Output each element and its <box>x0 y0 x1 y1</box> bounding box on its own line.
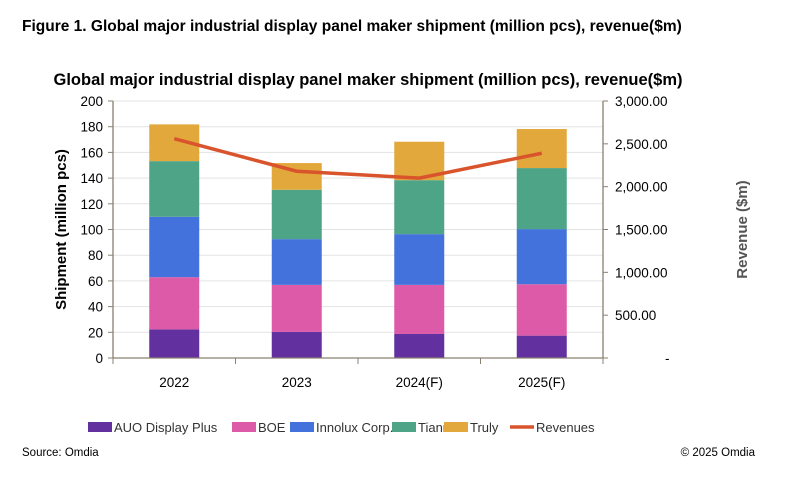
y-axis-label: Shipment (million pcs) <box>53 149 70 310</box>
legend-swatch-innolux-corp <box>290 422 314 432</box>
bar-boe <box>394 284 445 334</box>
bar-innolux-corp <box>394 234 445 285</box>
y2-axis-label: Revenue ($m) <box>734 180 751 278</box>
y-tick-label: 20 <box>88 325 103 340</box>
y-tick-label: 120 <box>80 197 103 212</box>
revenue-line <box>173 137 543 180</box>
bar-tianma <box>394 180 445 235</box>
source-note: Source: Omdia <box>22 447 99 459</box>
x-tick-label: 2023 <box>282 375 312 390</box>
y2-tick-label: 3,000.00 <box>615 94 668 109</box>
y-tick-label: 100 <box>80 223 103 238</box>
bar-innolux-corp <box>516 229 567 285</box>
bar-tianma <box>516 168 567 230</box>
x-tick-label: 2024(F) <box>396 375 443 390</box>
legend-swatch-boe <box>232 422 256 432</box>
y2-tick-label: - <box>665 351 670 366</box>
chart-title: Global major industrial display panel ma… <box>54 71 683 89</box>
bar-auo-display-plus <box>271 331 322 358</box>
legend-swatch-tianma <box>392 422 416 432</box>
legend-label-revenues: Revenues <box>536 420 595 435</box>
y2-tick-label: 1,500.00 <box>615 223 668 238</box>
bar-boe <box>516 284 567 336</box>
y2-tick-label: 2,500.00 <box>615 137 668 152</box>
x-tick-label: 2025(F) <box>518 375 565 390</box>
legend-label-truly: Truly <box>470 420 499 435</box>
bar-auo-display-plus <box>394 333 445 358</box>
x-tick-label: 2022 <box>159 375 189 390</box>
y-tick-label: 0 <box>95 351 103 366</box>
y2-tick-label: 2,000.00 <box>615 180 668 195</box>
y-tick-label: 200 <box>80 94 103 109</box>
legend-label-innolux-corp: Innolux Corp. <box>316 420 393 435</box>
bar-tianma <box>149 161 200 217</box>
bar-auo-display-plus <box>516 335 567 358</box>
y2-tick-label: 1,000.00 <box>615 265 668 280</box>
figure-title: Figure 1. Global major industrial displa… <box>22 18 682 35</box>
bar-tianma <box>271 189 322 240</box>
y-tick-label: 40 <box>88 300 103 315</box>
y-tick-label: 140 <box>80 171 103 186</box>
bar-innolux-corp <box>271 239 322 285</box>
y-tick-label: 80 <box>88 248 103 263</box>
y-tick-label: 180 <box>80 120 103 135</box>
bar-auo-display-plus <box>149 329 200 358</box>
bar-boe <box>149 277 200 330</box>
legend-swatch-truly <box>444 422 468 432</box>
legend-label-boe: BOE <box>258 420 286 435</box>
y-tick-label: 60 <box>88 274 103 289</box>
bar-truly <box>516 129 567 169</box>
bar-boe <box>271 284 322 332</box>
bar-innolux-corp <box>149 216 200 278</box>
legend-swatch-auo-display-plus <box>88 422 112 432</box>
y2-tick-label: 500.00 <box>615 308 656 323</box>
copyright-note: © 2025 Omdia <box>680 447 755 459</box>
y-tick-label: 160 <box>80 145 103 160</box>
legend-label-auo-display-plus: AUO Display Plus <box>114 420 218 435</box>
